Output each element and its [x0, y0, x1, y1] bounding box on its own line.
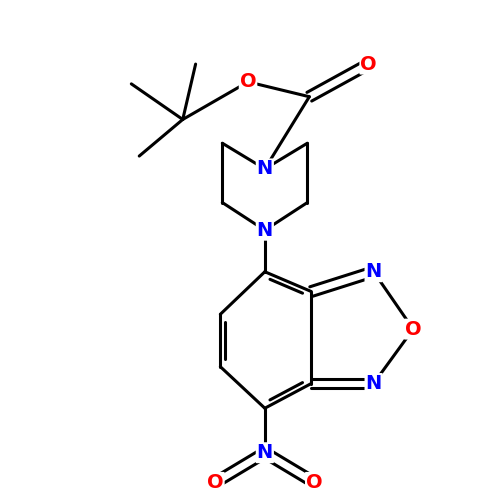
- Text: O: O: [405, 320, 421, 338]
- Text: O: O: [306, 473, 322, 492]
- Text: N: N: [366, 262, 382, 281]
- Text: O: O: [207, 473, 224, 492]
- Text: N: N: [256, 443, 273, 462]
- Text: N: N: [366, 374, 382, 393]
- Text: N: N: [256, 220, 273, 240]
- Text: N: N: [256, 160, 273, 178]
- Text: O: O: [360, 54, 377, 74]
- Text: O: O: [240, 72, 256, 92]
